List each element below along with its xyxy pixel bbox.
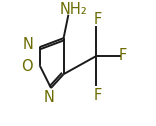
Text: F: F	[94, 88, 102, 103]
Text: O: O	[21, 59, 32, 74]
Text: N: N	[43, 90, 54, 105]
Text: N: N	[23, 37, 34, 52]
Text: F: F	[119, 48, 127, 63]
Text: NH₂: NH₂	[59, 2, 87, 17]
Text: F: F	[94, 12, 102, 27]
